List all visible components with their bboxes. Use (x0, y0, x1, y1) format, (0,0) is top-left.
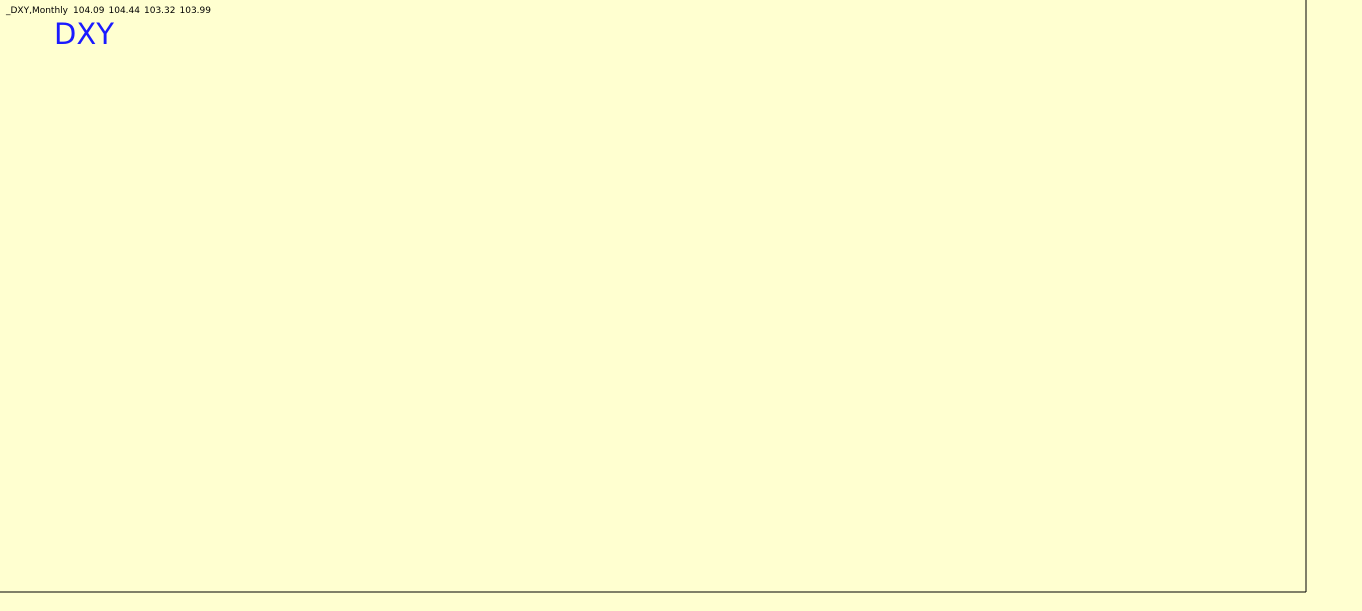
open: 104.09 (73, 6, 105, 16)
chart-title: DXY (54, 17, 114, 51)
low: 103.32 (144, 6, 176, 16)
header: _DXY,Monthly 104.09 104.44 103.32 103.99 (5, 6, 211, 16)
high: 104.44 (109, 6, 141, 16)
symbol: _DXY,Monthly (5, 6, 69, 16)
close: 103.99 (180, 6, 212, 16)
